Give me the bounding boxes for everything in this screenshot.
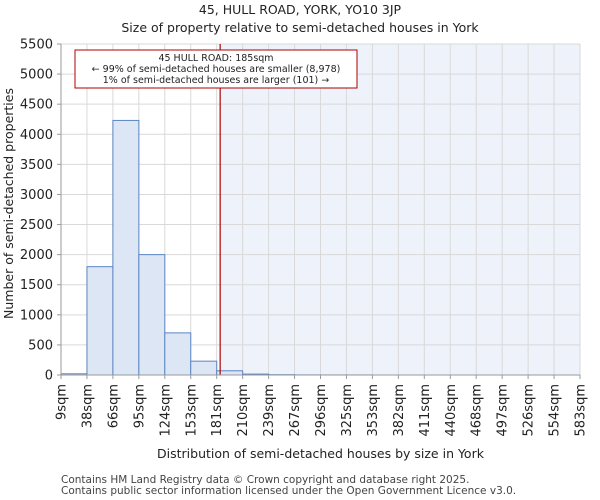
x-tick-label: 411sqm (418, 384, 433, 437)
x-tick-label: 583sqm (574, 384, 589, 437)
bar-153sqm (190, 360, 218, 376)
y-tick-label: 4000 (20, 128, 53, 143)
x-tick-label: 526sqm (522, 384, 537, 437)
annotation-smaller: ← 99% of semi-detached houses are smalle… (92, 64, 341, 75)
x-tick-label: 267sqm (288, 384, 303, 437)
gridlines (60, 43, 581, 376)
x-tick-label: 440sqm (444, 384, 459, 437)
x-tick-label: 468sqm (470, 384, 485, 437)
footer-licence: Contains public sector information licen… (61, 485, 517, 497)
footer-copyright: Contains HM Land Registry data © Crown c… (61, 474, 470, 486)
chart-title-address: 45, HULL ROAD, YORK, YO10 3JP (198, 2, 402, 17)
x-tick-label: 382sqm (392, 384, 407, 437)
x-tick-label: 239sqm (262, 384, 277, 437)
x-tick-label: 124sqm (158, 384, 173, 437)
y-tick-label: 3000 (20, 188, 53, 203)
x-tick-label: 38sqm (80, 384, 95, 428)
x-tick-label: 9sqm (55, 384, 70, 420)
y-tick-label: 2000 (20, 248, 53, 263)
bar-124sqm (164, 332, 192, 376)
x-tick-labels: 9sqm 38sqm 66sqm 95sqm 124sqm 153sqm 181sqm 210… (55, 375, 589, 437)
y-tick-label: 0 (45, 369, 53, 384)
bar-38sqm (86, 266, 114, 376)
annotation-box: 45 HULL ROAD: 185sqm ← 99% of semi-detac… (74, 49, 358, 89)
x-tick-label: 554sqm (548, 384, 563, 437)
x-tick-label: 66sqm (106, 384, 121, 428)
chart-title: Size of property relative to semi-detach… (121, 20, 479, 35)
x-axis-label: Distribution of semi-detached houses by … (157, 446, 485, 461)
x-tick-label: 181sqm (210, 384, 225, 437)
y-tick-labels: 0 500 1000 1500 2000 2500 3000 3500 4000 4500 5000… (20, 38, 61, 384)
annotation-label: 45 HULL ROAD: 185sqm (158, 53, 273, 64)
larger-region-shade (220, 44, 580, 375)
y-tick-label: 1500 (20, 278, 53, 293)
x-tick-label: 153sqm (184, 384, 199, 437)
x-tick-label: 95sqm (132, 384, 147, 428)
y-tick-label: 2500 (20, 218, 53, 233)
bar-66sqm (112, 119, 140, 376)
y-tick-label: 5500 (20, 38, 53, 53)
x-tick-label: 296sqm (314, 384, 329, 437)
y-tick-label: 1000 (20, 308, 53, 323)
y-axis-label: Number of semi-detached properties (1, 88, 16, 319)
annotation-larger: 1% of semi-detached houses are larger (1… (103, 75, 330, 86)
x-tick-label: 210sqm (236, 384, 251, 437)
x-tick-label: 497sqm (496, 384, 511, 437)
x-tick-label: 353sqm (366, 384, 381, 437)
bars (60, 119, 373, 376)
bar-95sqm (138, 254, 166, 376)
y-tick-label: 500 (28, 338, 53, 353)
x-tick-label: 325sqm (340, 384, 355, 437)
annotation-box-border (74, 49, 358, 89)
y-tick-label: 4500 (20, 98, 53, 113)
y-tick-label: 3500 (20, 158, 53, 173)
y-tick-label: 5000 (20, 68, 53, 83)
